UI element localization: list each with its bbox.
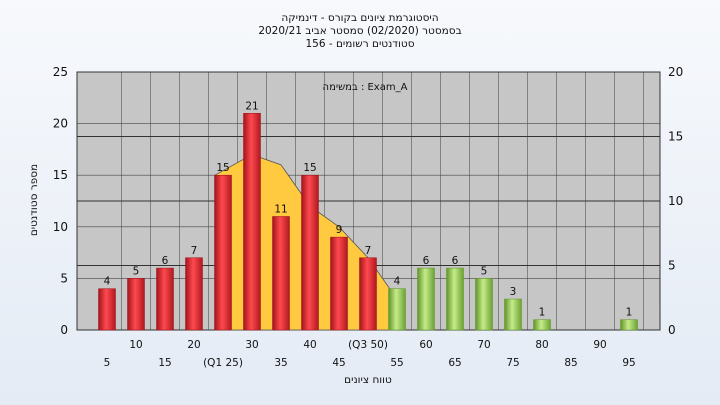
bar [272,216,290,331]
x-tick-label: 65 [448,357,461,369]
bar [214,174,232,331]
bar-value-label: 6 [452,255,459,267]
bar-value-label: 9 [336,224,343,236]
x-tick-label: 85 [564,357,577,369]
title-line-3: 156 - סטודנטים רשומים [305,38,414,50]
x-tick-label: 75 [506,357,519,369]
x-tick-label: 45 [332,357,345,369]
y-left-tick-label: 15 [53,168,68,182]
bar-value-label: 1 [539,307,546,319]
bar [156,267,174,331]
bar-value-label: 5 [133,265,140,277]
bar-value-label: 6 [423,255,430,267]
x-tick-label: 80 [535,339,548,351]
x-tick-label: (Q1 25) [203,357,243,369]
bar-value-label: 21 [245,100,258,112]
y-axis-label: מספר סטודנטים [28,164,40,236]
bar [417,267,435,331]
y-right-tick-label: 15 [668,130,683,144]
bar [475,278,493,331]
bar-value-label: 15 [303,162,316,174]
x-tick-label: 10 [129,339,142,351]
title-line-2: בסמסטר (02/2020) סמסטר אביב 2020/21 [258,25,461,37]
x-tick-label: 60 [419,339,432,351]
x-axis-ticks: 5 10 15 20(Q1 25)30 35 40 45(Q3 50)55 60 65 70 75 8… [104,339,636,369]
bar [533,319,551,331]
bar [185,257,203,331]
bar [301,174,319,331]
bar [243,113,261,331]
bar-value-label: 3 [510,286,517,298]
x-tick-label: (Q3 50) [348,339,388,351]
bar [446,267,464,331]
y-left-tick-label: 10 [53,220,68,234]
bar-value-label: 15 [216,162,229,174]
x-tick-label: 15 [158,357,171,369]
x-axis-label: טווח ציונים [344,374,392,386]
y-right-tick-label: 0 [668,323,676,337]
y-right-tick-label: 10 [668,194,683,208]
y-left-tick-label: 20 [53,117,68,131]
y-left-tick-label: 25 [53,65,68,79]
bar [388,288,406,331]
bar-value-label: 5 [481,265,488,277]
bar-value-label: 4 [104,276,111,288]
bar-value-label: 11 [274,203,287,215]
y-left-tick-label: 0 [60,323,68,337]
x-tick-label: 70 [477,339,490,351]
bar [359,257,377,331]
x-tick-label: 90 [593,339,606,351]
x-tick-label: 5 [104,357,111,369]
y-right-tick-label: 5 [668,259,676,273]
y-axis-left: 0 5 10 15 20 25 [53,65,68,337]
bars [98,113,638,331]
x-tick-label: 40 [303,339,316,351]
bar-value-label: 7 [191,245,198,257]
bar-value-label: 4 [394,276,401,288]
y-axis-right: 0 5 10 15 20 [668,65,683,337]
x-tick-label: 20 [187,339,200,351]
y-right-tick-label: 20 [668,65,683,79]
x-tick-label: 55 [390,357,403,369]
x-tick-label: 35 [274,357,287,369]
bar-value-label: 7 [365,245,372,257]
bar-value-label: 6 [162,255,169,267]
bar [620,319,638,331]
x-tick-label: 95 [622,357,635,369]
y-left-tick-label: 5 [60,271,68,285]
bar [504,298,522,331]
exam-annotation: במשימה : Exam_A [323,82,408,93]
bar [98,288,116,331]
bar [330,236,348,331]
bar [127,278,145,331]
bar-value-label: 1 [626,307,633,319]
title-line-1: היסטוגרמת ציונים בקורס - דינמיקה [281,12,438,24]
x-tick-label: 30 [245,339,258,351]
